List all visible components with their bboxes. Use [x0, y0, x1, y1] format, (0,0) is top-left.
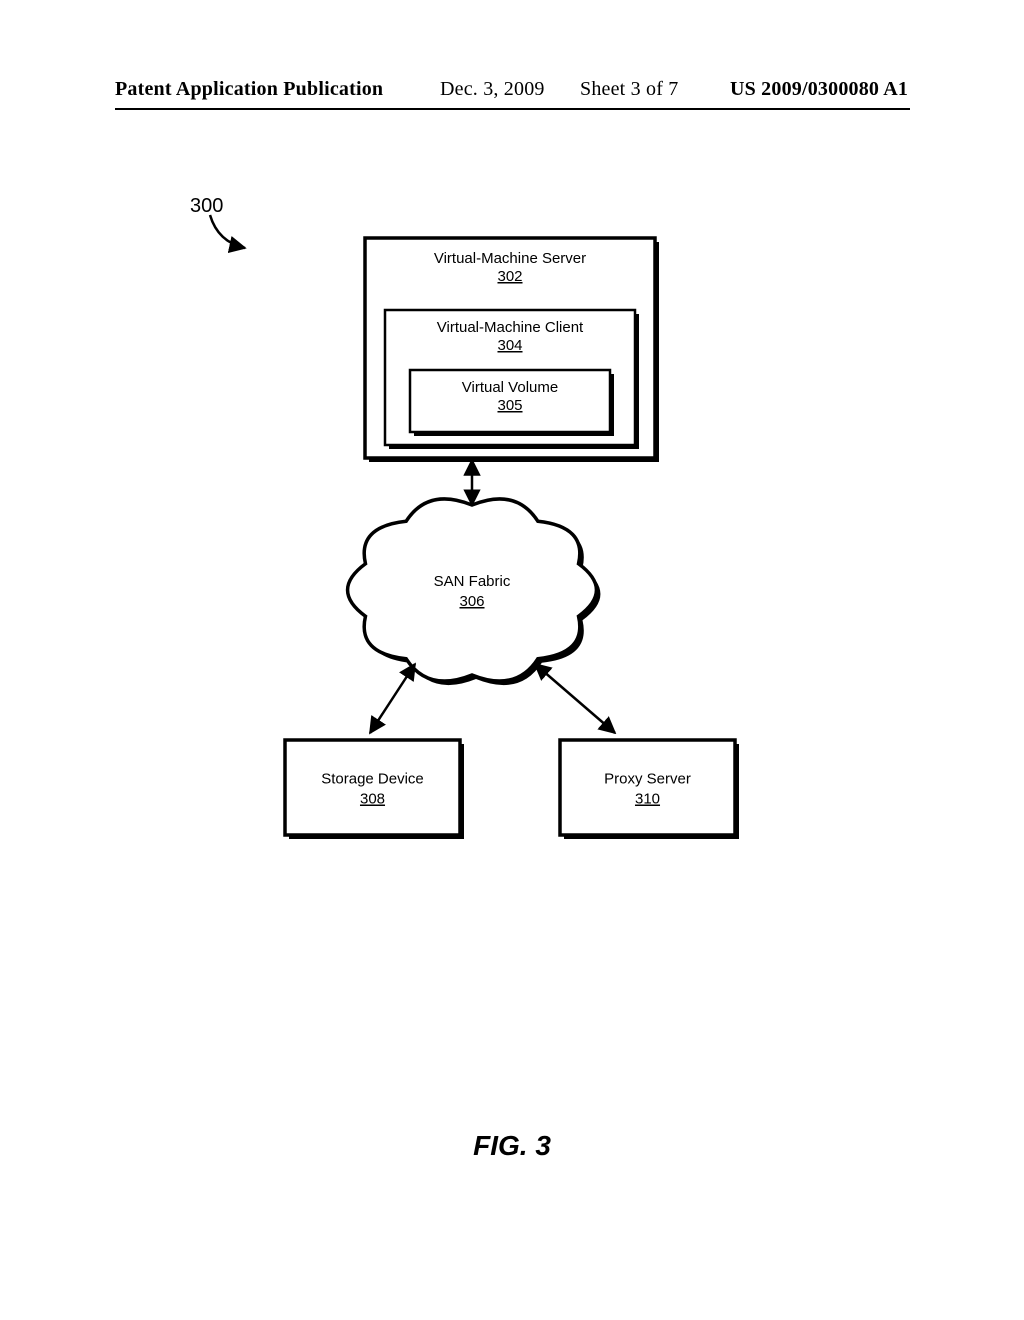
- storage-device-num: 308: [360, 791, 385, 808]
- reference-pointer: [210, 215, 245, 248]
- figure-caption: FIG. 3: [0, 1130, 1024, 1162]
- storage-device-box: Storage Device 308: [285, 740, 464, 839]
- storage-device-label: Storage Device: [321, 771, 424, 788]
- virtual-volume-label: Virtual Volume: [462, 379, 558, 396]
- vm-server-num: 302: [497, 268, 522, 285]
- proxy-server-box: Proxy Server 310: [560, 740, 739, 839]
- virtual-volume-box: Virtual Volume 305: [410, 370, 614, 436]
- virtual-volume-num: 305: [497, 397, 522, 414]
- san-fabric-label: SAN Fabric: [434, 573, 511, 590]
- diagram-canvas: Virtual-Machine Server 302 Virtual-Machi…: [0, 0, 1024, 1320]
- vm-client-num: 304: [497, 337, 522, 354]
- proxy-server-label: Proxy Server: [604, 771, 691, 788]
- vm-client-label: Virtual-Machine Client: [437, 319, 584, 336]
- vm-server-label: Virtual-Machine Server: [434, 250, 586, 267]
- san-fabric-num: 306: [459, 593, 484, 610]
- proxy-server-num: 310: [635, 791, 660, 808]
- san-fabric-cloud: SAN Fabric 306: [348, 499, 601, 685]
